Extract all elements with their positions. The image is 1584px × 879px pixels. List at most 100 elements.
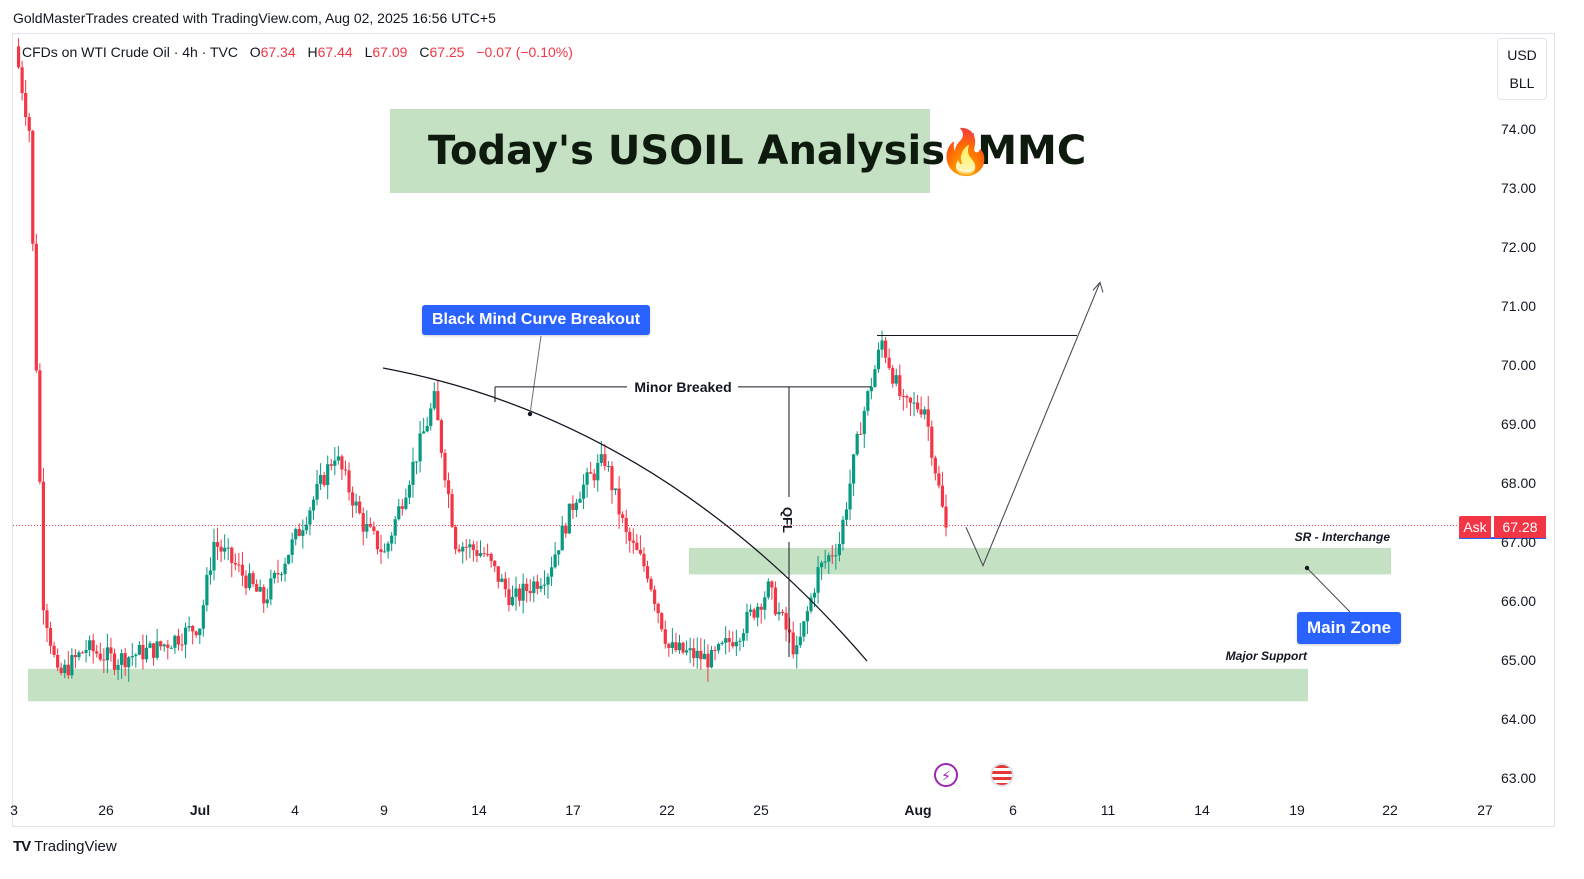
candle-body xyxy=(88,640,92,651)
candle-body xyxy=(699,650,703,660)
candle-body xyxy=(439,420,444,453)
tradingview-logo[interactable]: TV TradingView xyxy=(13,838,117,855)
price-tick-label: 71.00 xyxy=(1501,298,1536,314)
candle-body xyxy=(716,643,721,651)
candle-body xyxy=(429,408,433,426)
candle-body xyxy=(183,627,188,645)
currency-unit-selector[interactable]: USD BLL xyxy=(1497,38,1547,100)
candle-body xyxy=(343,469,348,471)
candle-body xyxy=(70,655,74,676)
candle-body xyxy=(84,650,88,653)
candle-body xyxy=(166,644,170,648)
candle-body xyxy=(500,578,504,582)
candle-body xyxy=(596,462,600,481)
time-tick-label: 22 xyxy=(1382,802,1398,818)
candle-body xyxy=(38,370,42,482)
candle-body xyxy=(365,523,369,532)
candle-body xyxy=(336,456,340,461)
candle-body xyxy=(656,603,660,614)
candle-body xyxy=(450,494,454,527)
candle-body xyxy=(173,635,177,648)
candle-body xyxy=(802,621,806,637)
candle-body xyxy=(514,588,518,597)
title-banner xyxy=(390,109,930,193)
candle-body xyxy=(219,546,223,552)
candle-body xyxy=(230,547,234,563)
time-tick-label: 27 xyxy=(1477,802,1493,818)
candle-body xyxy=(539,585,543,589)
candle-body xyxy=(258,587,262,592)
candle-body xyxy=(361,513,365,532)
candle-body xyxy=(308,510,312,525)
tradingview-brand: TradingView xyxy=(34,838,117,855)
candle-body xyxy=(187,626,191,628)
candle-body xyxy=(780,611,785,613)
symbol-legend[interactable]: CFDs on WTI Crude Oil · 4h · TVC O67.34 … xyxy=(22,44,581,60)
candle-body xyxy=(645,566,650,579)
candle-body xyxy=(333,460,337,466)
fire-icon: 🔥 xyxy=(938,128,993,177)
candle-body xyxy=(340,456,344,470)
candle-body xyxy=(837,543,841,556)
candle-body xyxy=(642,553,646,567)
candle-body xyxy=(677,642,682,651)
candle-body xyxy=(507,589,511,606)
flash-icon[interactable]: ⚡ xyxy=(934,763,958,787)
candle-body xyxy=(830,555,834,557)
candle-body xyxy=(908,397,913,403)
candle-body xyxy=(827,555,831,562)
change-value: −0.07 (−0.10%) xyxy=(476,44,573,60)
candle-body xyxy=(223,547,227,552)
time-tick-label: 11 xyxy=(1101,802,1116,818)
candle-body xyxy=(31,130,35,244)
candle-body xyxy=(532,581,536,594)
candle-body xyxy=(162,644,166,647)
candle-body xyxy=(215,542,220,547)
candle-body xyxy=(251,573,255,585)
us-flag-icon[interactable] xyxy=(990,763,1014,787)
candle-body xyxy=(198,628,202,636)
candle-body xyxy=(709,650,714,668)
candle-body xyxy=(581,484,586,499)
candle-body xyxy=(77,652,81,658)
candle-body xyxy=(34,243,38,371)
candle-body xyxy=(191,626,195,632)
curve-label-pointer xyxy=(529,335,542,415)
candle-body xyxy=(475,550,479,556)
candle-body xyxy=(446,480,451,495)
candle-body xyxy=(731,642,735,647)
candle-body xyxy=(574,502,579,511)
close-value: 67.25 xyxy=(429,44,465,60)
candle-body xyxy=(663,629,667,644)
candle-body xyxy=(151,643,156,658)
candle-body xyxy=(318,474,323,484)
candle-body xyxy=(599,454,603,463)
main-zone-dot xyxy=(1304,565,1310,571)
candle-body xyxy=(610,466,614,491)
main-zone-pointer xyxy=(1306,567,1351,613)
time-tick-label: 14 xyxy=(471,802,487,818)
candle-body xyxy=(560,525,564,551)
candle-body xyxy=(386,543,390,552)
candle-body xyxy=(816,567,820,593)
candle-body xyxy=(727,638,731,643)
candle-body xyxy=(528,590,532,594)
candle-body xyxy=(148,643,152,648)
candle-body xyxy=(660,613,664,630)
time-tick-label: 25 xyxy=(753,802,769,818)
time-axis: 3 26 Jul 4 9 14 17 22 25 Aug 6 11 14 19 22 27 xyxy=(10,802,1493,818)
candle-body xyxy=(763,597,767,610)
time-tick-label: 3 xyxy=(10,802,18,818)
candle-body xyxy=(382,551,387,553)
candle-body xyxy=(56,654,60,668)
candle-body xyxy=(91,640,95,652)
candle-body xyxy=(820,562,824,568)
candle-body xyxy=(80,652,85,654)
candle-body xyxy=(649,578,653,590)
candle-body xyxy=(116,664,120,670)
candle-body xyxy=(493,560,497,567)
price-tick-label: 70.00 xyxy=(1501,357,1536,373)
candle-body xyxy=(155,641,159,658)
candle-body xyxy=(27,117,31,131)
